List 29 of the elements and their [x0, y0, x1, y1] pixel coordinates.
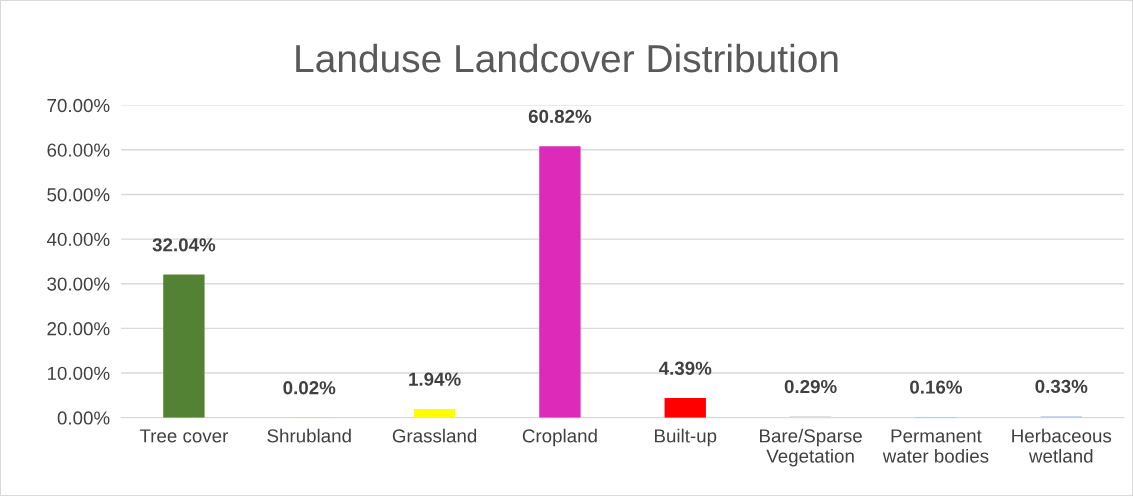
- x-tick-label: Grassland: [392, 428, 477, 443]
- x-tick-label: Cropland: [522, 428, 597, 447]
- x-tick-label: Permanent water bodies: [882, 429, 989, 463]
- y-tick-label: 0.00%: [57, 411, 110, 425]
- data-label: 0.16%: [910, 380, 963, 394]
- y-tick-label: 70.00%: [47, 98, 110, 113]
- data-label: 1.94%: [409, 372, 461, 386]
- bar: [163, 274, 205, 418]
- y-tick-label: 10.00%: [47, 366, 110, 380]
- bar: [539, 146, 581, 418]
- y-tick-label: 60.00%: [47, 143, 110, 157]
- data-label: 0.29%: [784, 379, 837, 394]
- x-tick-label: Tree cover: [139, 429, 229, 443]
- x-tick-label: Built-up: [655, 428, 717, 447]
- y-tick-label: 40.00%: [46, 232, 110, 247]
- data-label: 60.82%: [528, 109, 592, 123]
- x-tick-label: Shrubland: [267, 428, 351, 443]
- bar: [664, 398, 706, 418]
- y-tick-label: 30.00%: [47, 277, 110, 291]
- data-label: 0.33%: [1035, 379, 1088, 394]
- data-label: 4.39%: [658, 361, 712, 375]
- y-tick-label: 20.00%: [47, 322, 110, 336]
- x-tick-label: Herbaceous wetland: [1012, 428, 1112, 463]
- x-tick-label: Bare/Sparse Vegetation: [760, 428, 862, 467]
- bar: [413, 408, 456, 418]
- chart-title: Landuse Landcover Distribution: [296, 43, 838, 73]
- data-label: 32.04%: [152, 238, 216, 252]
- data-label: 0.02%: [283, 381, 336, 395]
- y-tick-label: 50.00%: [47, 188, 110, 202]
